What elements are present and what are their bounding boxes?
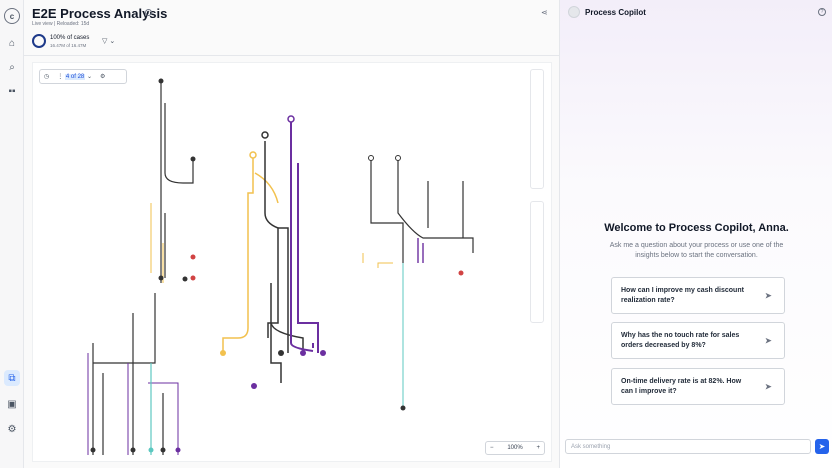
- suggestion-text: How can I improve my cash discount reali…: [621, 286, 744, 304]
- submit-icon[interactable]: ➤: [815, 439, 829, 454]
- reload-status: Live view | Reloaded: 15d: [32, 21, 90, 27]
- suggestion-text: On-time delivery rate is at 82%. How can…: [621, 377, 742, 395]
- filter-button[interactable]: ▽ ⌄: [102, 38, 116, 45]
- process-graph-canvas[interactable]: ◷ ⋮ 4 of 28 ⌄ ⚙ − 100% +: [32, 62, 552, 462]
- zoom-level[interactable]: 100%: [507, 445, 523, 451]
- graph-settings-icon[interactable]: ⚙: [99, 74, 106, 80]
- process-icon[interactable]: ⧉: [4, 370, 20, 386]
- archive-icon[interactable]: ▣: [7, 398, 17, 410]
- suggestion-text: Why has the no touch rate for sales orde…: [621, 331, 740, 349]
- connection-slider[interactable]: [530, 201, 544, 323]
- process-analysis-panel: E2E Process Analysis i ⋖ Live view | Rel…: [24, 0, 559, 468]
- zoom-in-button[interactable]: +: [536, 445, 540, 451]
- page-title: E2E Process Analysis: [32, 6, 168, 21]
- suggestion-card[interactable]: Why has the no touch rate for sales orde…: [611, 322, 785, 359]
- left-rail: c ⌂ ⌕ ▪▪ ⧉ ▣ ⚙: [0, 0, 24, 468]
- send-icon[interactable]: ➤: [764, 335, 772, 345]
- settings-icon[interactable]: ⚙: [7, 423, 17, 435]
- copilot-avatar: [568, 6, 580, 18]
- variant-count: 4 of 28: [64, 74, 86, 80]
- search-icon[interactable]: ⌕: [9, 61, 15, 73]
- ask-input[interactable]: Ask something: [565, 439, 811, 454]
- cases-ring-icon: [32, 34, 46, 48]
- suggestion-card[interactable]: How can I improve my cash discount reali…: [611, 277, 785, 314]
- home-icon[interactable]: ⌂: [8, 37, 16, 49]
- zoom-out-button[interactable]: −: [490, 445, 494, 451]
- info-icon[interactable]: i: [145, 9, 152, 16]
- logo[interactable]: c: [4, 8, 20, 24]
- cases-percent: 100% of cases: [50, 35, 90, 41]
- process-copilot-panel: Process Copilot ? Welcome to Process Cop…: [559, 0, 832, 468]
- zoom-control: − 100% +: [485, 441, 545, 455]
- variant-selector[interactable]: ⋮ 4 of 28 ⌄: [57, 74, 92, 80]
- welcome-heading: Welcome to Process Copilot, Anna.: [604, 222, 789, 234]
- copilot-title: Process Copilot: [585, 8, 646, 17]
- welcome-subtext: Ask me a question about your process or …: [609, 242, 784, 259]
- cases-count: 16.47M of 16.47M: [50, 43, 87, 48]
- graph-toolbar: ◷ ⋮ 4 of 28 ⌄ ⚙: [39, 69, 127, 84]
- activity-slider[interactable]: [530, 69, 544, 189]
- suggestion-card[interactable]: On-time delivery rate is at 82%. How can…: [611, 368, 785, 405]
- apps-icon[interactable]: ▪▪: [8, 85, 16, 97]
- divider: [24, 55, 559, 56]
- send-icon[interactable]: ➤: [764, 290, 772, 300]
- clock-icon[interactable]: ◷: [44, 74, 50, 80]
- help-icon[interactable]: ?: [818, 8, 826, 16]
- process-graph: [87, 78, 474, 455]
- send-icon[interactable]: ➤: [764, 381, 772, 391]
- share-icon[interactable]: ⋖: [541, 8, 548, 17]
